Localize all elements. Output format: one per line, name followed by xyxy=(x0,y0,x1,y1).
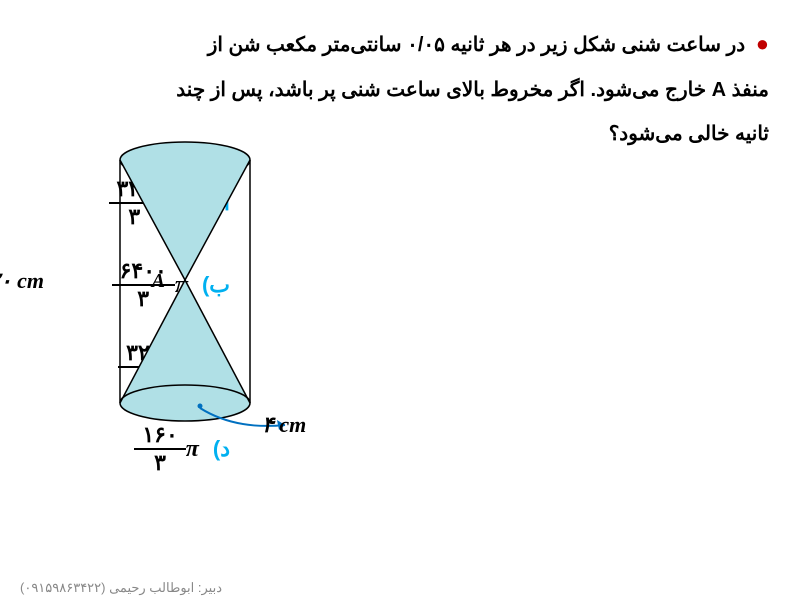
question-text-line1: در ساعت شنی شکل زیر در هر ثانیه ۰/۰۵ سان… xyxy=(208,34,745,56)
teacher-credit: دبیر: ابوطالب رحیمی (۰۹۱۵۹۸۶۳۴۲۲) xyxy=(20,580,222,596)
height-dimension: ۲۰ cm xyxy=(0,268,44,294)
radius-dimension: ۴ cm xyxy=(262,412,306,438)
question-line2: منفذ A خارج می‌شود. اگر مخروط بالای ساعت… xyxy=(30,68,769,112)
point-a-label: A xyxy=(150,270,165,292)
hourglass-diagram: A ۲۰ cm ۴ cm xyxy=(30,120,310,470)
bullet-icon: ● xyxy=(756,31,769,56)
question-text-line3: ثانیه خالی می‌شود؟ xyxy=(609,123,769,145)
question-line1: ● در ساعت شنی شکل زیر در هر ثانیه ۰/۰۵ س… xyxy=(30,20,769,68)
question-text-line2: منفذ A خارج می‌شود. اگر مخروط بالای ساعت… xyxy=(176,79,769,101)
